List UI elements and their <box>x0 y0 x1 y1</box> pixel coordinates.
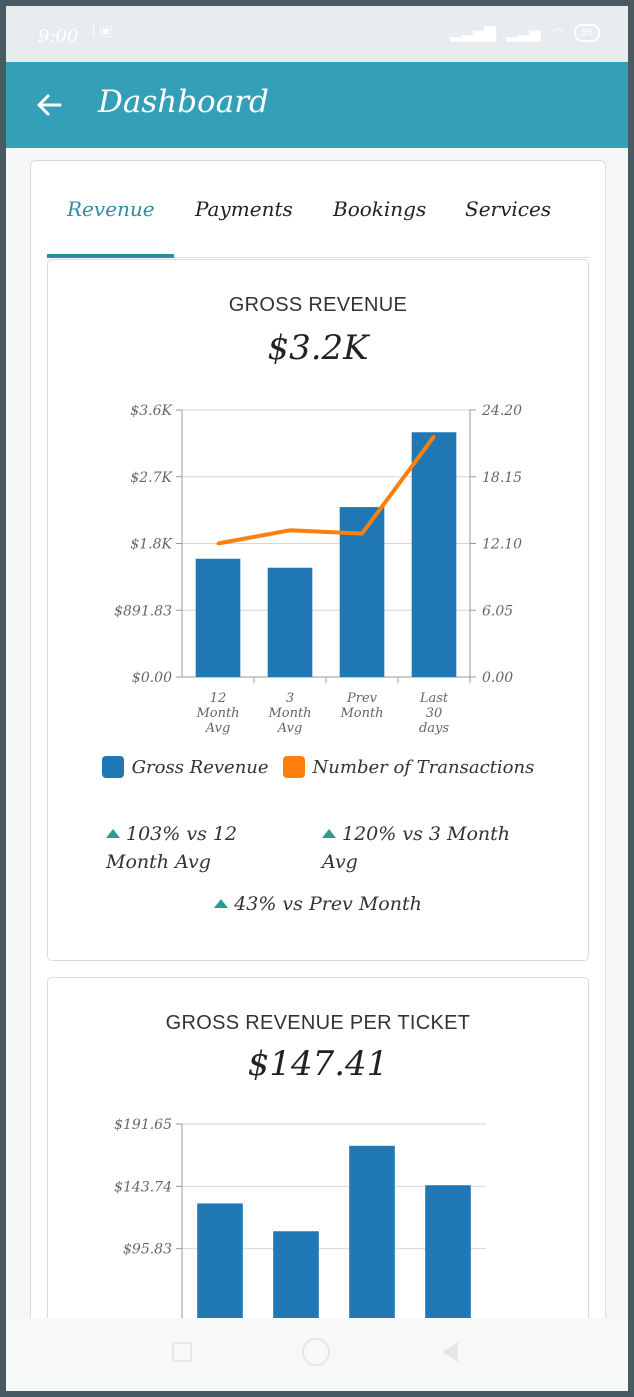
legend-label-transactions: Number of Transactions <box>312 756 535 778</box>
gross-revenue-value: $3.2K <box>267 328 369 368</box>
x-tick-label: Prev <box>346 691 378 706</box>
tab-payments[interactable]: Payments <box>195 197 293 221</box>
y-left-tick-label: $1.8K <box>130 537 173 553</box>
phone-screen: 9:00 ⦚ ▣ ▂▃▅▇ ▂▃▅ ◠ 55 Dashboard Revenue… <box>6 6 628 1391</box>
signal-icon: ▂▃▅▇ <box>449 25 497 42</box>
revenue-per-ticket-chart: $95.83 $143.74 $191.65 <box>114 1117 486 1330</box>
recents-icon[interactable] <box>172 1342 192 1362</box>
home-icon[interactable] <box>302 1338 330 1366</box>
tab-revenue[interactable]: Revenue <box>67 197 155 221</box>
wifi-icon: ◠ <box>550 25 564 42</box>
stat-12-month: 103% vs 12 Month Avg <box>106 820 306 876</box>
bar-revenue-per-ticket <box>197 1203 243 1330</box>
x-tick-label: Month <box>339 706 383 721</box>
stat-prev-month: 43% vs Prev Month <box>48 890 588 918</box>
line-transactions <box>217 435 436 546</box>
gross-revenue-title: GROSS REVENUE <box>228 294 408 316</box>
bar-gross-revenue <box>411 432 457 677</box>
trend-up-icon <box>106 829 120 838</box>
y-right-tick-label: 6.05 <box>482 603 513 619</box>
x-tick-label: Month <box>195 706 239 721</box>
legend-gross-revenue[interactable]: Gross Revenue <box>101 756 269 778</box>
stat-3-month: 120% vs 3 Month Avg <box>322 820 522 876</box>
stat-prev-month-text: 43% vs Prev Month <box>234 893 422 915</box>
tab-divider <box>47 257 589 258</box>
y-left-tick-label: $2.7K <box>130 470 173 486</box>
bar-revenue-per-ticket <box>349 1145 395 1330</box>
tab-services[interactable]: Services <box>465 197 552 221</box>
gross-revenue-chart: $0.00 0.00 $891.83 6.05 $1.8K 12.10 $2.7K 18.15… <box>114 403 522 736</box>
y-tick-label: $95.83 <box>123 1242 172 1258</box>
line-point-transactions <box>216 542 220 545</box>
back-arrow-icon[interactable] <box>34 90 64 120</box>
legend-label-gross-revenue: Gross Revenue <box>131 756 269 778</box>
bar-gross-revenue <box>195 558 241 677</box>
bar-gross-revenue <box>267 567 313 677</box>
y-left-tick-label: $3.6K <box>130 403 173 419</box>
y-left-tick-label: $891.83 <box>114 603 172 619</box>
y-tick-label: $191.65 <box>114 1117 172 1133</box>
app-bar: Dashboard <box>6 62 628 148</box>
tab-bookings[interactable]: Bookings <box>333 197 427 221</box>
line-point-transactions <box>360 532 364 536</box>
trend-up-icon <box>214 899 229 908</box>
y-right-tick-label: 0.00 <box>482 670 513 686</box>
gross-revenue-card: GROSS REVENUE $3.2K $0.00 0.00 $891.83 6.05… <box>47 259 589 961</box>
status-bar: 9:00 ⦚ ▣ ▂▃▅▇ ▂▃▅ ◠ 55 <box>6 6 628 62</box>
x-tick-label: 30 <box>426 706 443 721</box>
main-content[interactable]: Revenue Payments Bookings Services GROSS… <box>6 148 628 1377</box>
system-back-icon[interactable] <box>442 1342 458 1362</box>
x-tick-label: 3 <box>286 691 294 706</box>
revenue-per-ticket-title: GROSS REVENUE PER TICKET <box>165 1012 471 1034</box>
bar-revenue-per-ticket <box>273 1231 319 1330</box>
legend-swatch-line <box>282 756 305 778</box>
revenue-per-ticket-value: $147.41 <box>247 1044 389 1084</box>
x-tick-label: Avg <box>277 721 303 736</box>
revenue-per-ticket-card: GROSS REVENUE PER TICKET $147.41 $95.83 $… <box>47 977 589 1377</box>
tab-bar: Revenue Payments Bookings Services <box>47 183 589 259</box>
page-title: Dashboard <box>98 84 269 120</box>
tab-active-indicator <box>47 254 174 258</box>
status-icons: ▂▃▅▇ ▂▃▅ ◠ 55 <box>450 24 600 42</box>
bar-revenue-per-ticket <box>425 1185 471 1330</box>
y-right-tick-label: 18.15 <box>482 470 522 486</box>
status-time: 9:00 <box>38 26 79 47</box>
stat-3-month-text: 120% vs 3 Month Avg <box>322 823 511 873</box>
y-left-tick-label: $0.00 <box>132 670 172 686</box>
x-tick-label: Last <box>419 691 449 706</box>
chart-legend: Gross Revenue Number of Transactions <box>48 756 588 778</box>
line-point-transactions <box>432 434 436 438</box>
signal-icon-2: ▂▃▅ <box>506 25 541 42</box>
x-tick-label: days <box>419 721 449 736</box>
system-nav-bar <box>6 1318 628 1391</box>
stat-12-month-text: 103% vs 12 Month Avg <box>106 823 238 873</box>
line-point-transactions <box>288 528 292 532</box>
legend-transactions[interactable]: Number of Transactions <box>282 756 535 778</box>
y-right-tick-label: 24.20 <box>481 403 522 419</box>
legend-swatch-bar <box>101 756 124 778</box>
notification-icons: ⦚ ▣ <box>92 24 112 41</box>
y-tick-label: $143.74 <box>114 1179 172 1195</box>
y-right-tick-label: 12.10 <box>482 537 522 553</box>
dashboard-card: Revenue Payments Bookings Services GROSS… <box>30 160 606 1377</box>
trend-up-icon <box>322 829 336 838</box>
x-tick-label: Month <box>267 706 311 721</box>
x-tick-label: Avg <box>205 721 231 736</box>
battery-icon: 55 <box>573 24 600 42</box>
x-tick-label: 12 <box>210 691 227 706</box>
